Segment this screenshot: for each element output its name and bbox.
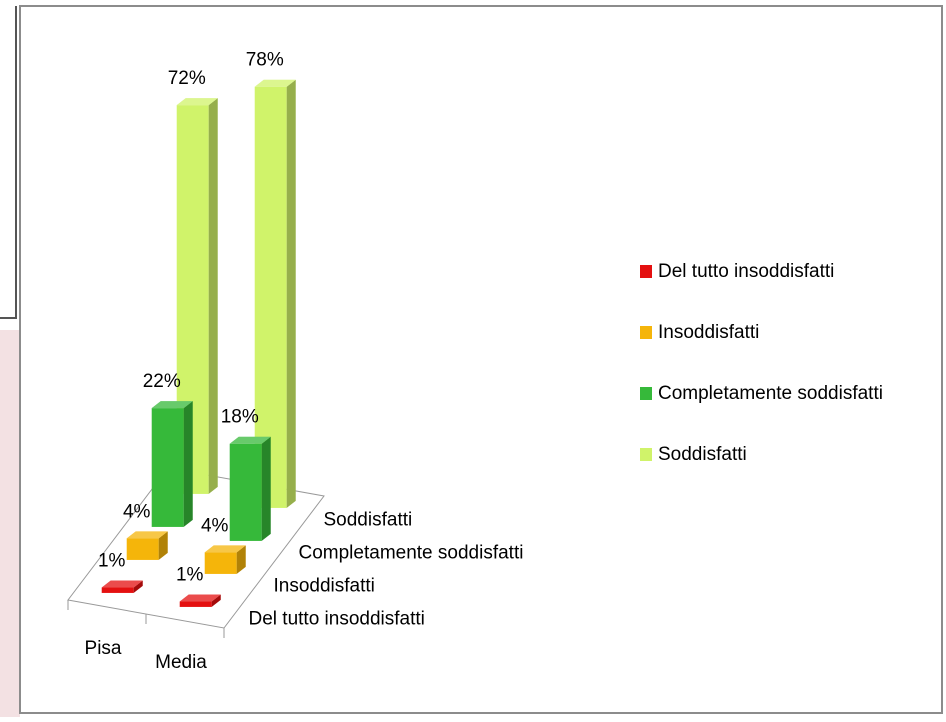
legend-label: Insoddisfatti (658, 322, 759, 343)
bar-side-shade (158, 531, 168, 560)
bar-top-shade (151, 401, 193, 409)
overlay-frame (0, 6, 17, 319)
x-tick-label: Media (155, 652, 207, 673)
plot-area: Del tutto insoddisfatti Insoddisfatti Comp… (67, 50, 883, 673)
legend-swatch (640, 387, 652, 400)
bar-side-shade (261, 436, 271, 541)
data-label: 78% (246, 50, 284, 71)
bar-top-shade (126, 531, 168, 539)
bar-front (204, 552, 237, 574)
legend-swatch (640, 265, 652, 278)
bar-top (101, 580, 143, 588)
bar (179, 594, 221, 607)
bar-side (211, 594, 221, 607)
bar-side (286, 79, 296, 508)
bar-top (204, 545, 246, 553)
legend-swatch (640, 326, 652, 339)
bar-side-shade (211, 594, 221, 607)
bar-side (261, 436, 271, 541)
bar-top (254, 79, 296, 87)
bar-top-shade (101, 580, 143, 588)
legend-swatch (640, 448, 652, 461)
bar-top-shade (204, 545, 246, 553)
bar (101, 580, 143, 593)
bar (204, 545, 246, 574)
side-panel (0, 330, 20, 717)
data-label: 18% (221, 407, 259, 428)
bar-side (236, 545, 246, 574)
data-label: 1% (176, 565, 204, 586)
bar (151, 401, 193, 527)
bar-top-shade (229, 436, 271, 444)
depth-axis-label: Insoddisfatti (274, 576, 375, 597)
data-label: 4% (201, 515, 229, 536)
bar-side (133, 580, 143, 593)
bar-front (151, 408, 184, 527)
legend-label: Completamente soddisfatti (658, 383, 883, 404)
bar-top (151, 401, 193, 409)
bar-top-shade (254, 79, 296, 87)
x-tick-label: Pisa (85, 638, 122, 659)
bar-side-shade (208, 98, 218, 494)
bar (126, 531, 168, 560)
bar-top (176, 98, 218, 106)
data-label: 4% (123, 501, 151, 522)
bar-top-shade (176, 98, 218, 106)
bar-side-shade (286, 79, 296, 508)
bar-side (208, 98, 218, 494)
bar-side (183, 401, 193, 527)
data-label: 72% (168, 68, 206, 89)
bar (229, 436, 271, 541)
bar-top (179, 594, 221, 602)
bar-top (229, 436, 271, 444)
bar-top (126, 531, 168, 539)
depth-axis-label: Soddisfatti (324, 510, 413, 531)
bar-side-shade (133, 580, 143, 593)
depth-axis-label: Completamente soddisfatti (299, 543, 524, 564)
legend-label: Soddisfatti (658, 444, 747, 465)
data-label: 22% (143, 371, 181, 392)
bar-front (126, 538, 159, 560)
bar-front (229, 443, 262, 541)
legend-label: Del tutto insoddisfatti (658, 261, 834, 282)
bar-top-shade (179, 594, 221, 602)
bar-front (101, 587, 134, 593)
bar-side-shade (183, 401, 193, 527)
bar-side (158, 531, 168, 560)
data-label: 1% (98, 551, 126, 572)
depth-axis-label: Del tutto insoddisfatti (249, 609, 425, 630)
bar-front (179, 601, 212, 607)
bar (254, 79, 296, 508)
bar-side-shade (236, 545, 246, 574)
